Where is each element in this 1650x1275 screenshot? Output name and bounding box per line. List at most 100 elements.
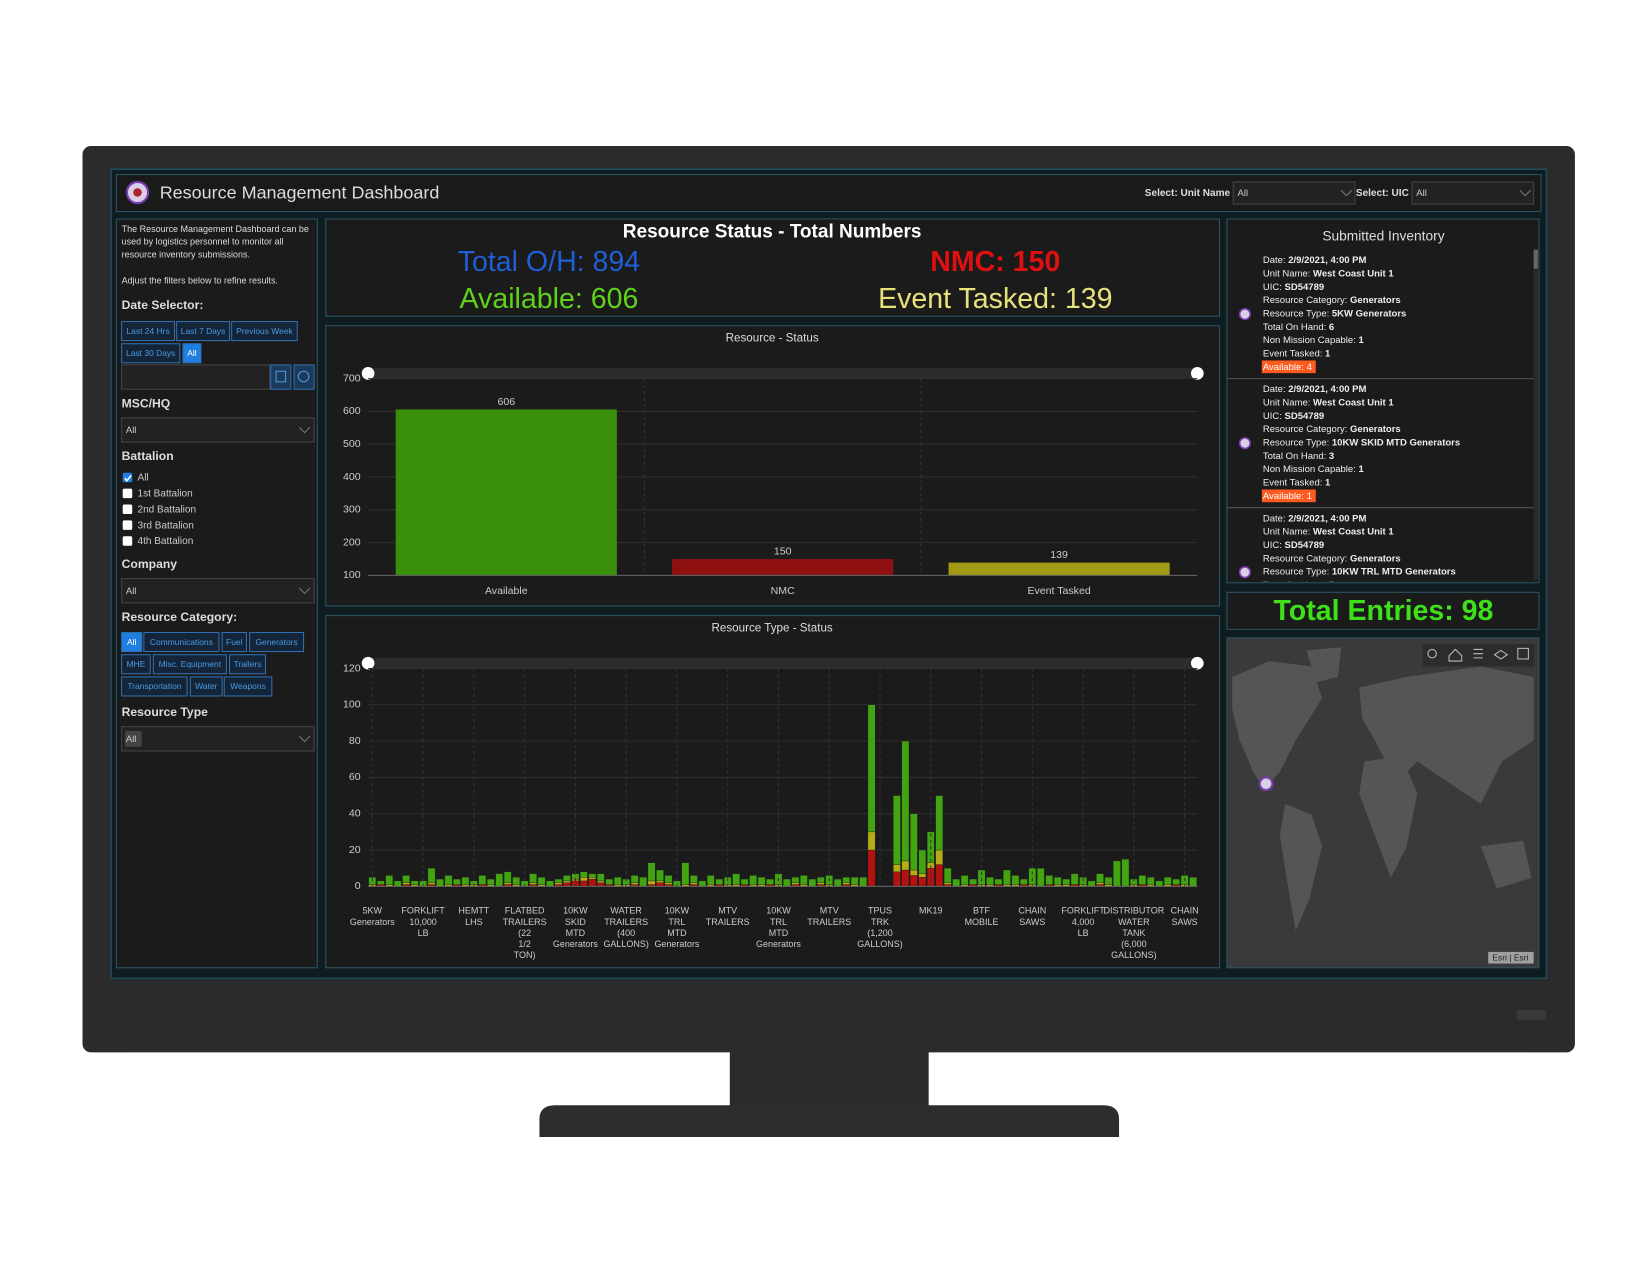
range-slider-track (368, 368, 1198, 379)
bar-segment (791, 882, 800, 885)
field-label: Total On Hand: (1263, 579, 1329, 590)
bar-segment (563, 875, 571, 882)
filter-button[interactable] (121, 321, 176, 342)
bar-segment (588, 877, 597, 880)
section-heading: Battalion (122, 449, 174, 463)
bar-segment (952, 878, 960, 887)
range-slider-handle[interactable] (1190, 656, 1204, 670)
field-label: Resource Category: (1263, 424, 1350, 435)
field-label: Resource Type: (1263, 308, 1332, 319)
summary-title: Resource Status - Total Numbers (623, 222, 922, 243)
dropdown-arrow (1340, 190, 1353, 197)
dropdown[interactable] (121, 578, 315, 604)
filter-button-label: Last 7 Days (181, 326, 226, 336)
filter-button[interactable] (121, 343, 181, 364)
field-label: Resource Category: (1263, 295, 1350, 306)
checkbox[interactable] (122, 520, 133, 530)
y-tick-label: 500 (343, 438, 361, 450)
bar-segment (630, 875, 639, 883)
field-value: 2/9/2021, 4:00 PM (1288, 255, 1366, 266)
bar-segment (554, 878, 563, 883)
filter-button-label: Water (195, 681, 217, 691)
checkbox[interactable] (122, 504, 133, 515)
map[interactable]: Esri | Esri (1226, 637, 1540, 969)
bar-segment (901, 860, 910, 871)
bar-segment (842, 877, 850, 883)
x-tick-label: MTV TRAILERS (706, 906, 750, 927)
dropdown[interactable] (121, 417, 315, 443)
bar-segment (1062, 878, 1070, 885)
field-label: Unit Name: (1263, 526, 1313, 537)
bar-segment (664, 882, 673, 885)
filter-button[interactable] (228, 654, 267, 675)
checkbox[interactable] (122, 472, 133, 483)
field-label: UIC: (1263, 539, 1285, 550)
filter-button[interactable] (121, 631, 143, 653)
bar-segment (893, 795, 901, 865)
filter-button-label: Communications (150, 637, 213, 647)
bar-segment (470, 880, 478, 885)
list-icon[interactable] (1473, 648, 1483, 659)
filter-button[interactable] (176, 321, 231, 342)
field-value: SD54789 (1285, 539, 1325, 550)
search-icon[interactable] (1427, 648, 1437, 659)
filter-button[interactable] (221, 631, 247, 653)
field-label: Available: (1263, 361, 1307, 372)
bar-segment (1087, 880, 1096, 887)
y-tick-label: 400 (343, 471, 361, 483)
calendar-button[interactable] (270, 364, 292, 390)
unit-select[interactable] (1232, 181, 1356, 205)
filter-button[interactable] (143, 631, 220, 653)
bar-segment (580, 877, 588, 882)
bar-segment (563, 882, 571, 887)
uic-select[interactable] (1411, 181, 1535, 205)
power-button[interactable] (1516, 1010, 1547, 1020)
bar-segment (927, 868, 935, 887)
range-slider-handle[interactable] (361, 656, 375, 670)
checkbox[interactable] (122, 488, 133, 499)
field-label: Date: (1263, 384, 1288, 395)
bar-segment (740, 878, 749, 885)
bar-segment (656, 880, 664, 883)
filter-button[interactable] (121, 676, 188, 697)
x-tick-label: Event Tasked (1027, 585, 1090, 597)
bar-segment (639, 877, 647, 887)
x-tick-label: 10KW TRL MTD Generators (654, 906, 699, 949)
x-tick-label: NMC (771, 585, 795, 597)
bar-segment (969, 878, 977, 885)
range-slider-handle[interactable] (1190, 367, 1204, 380)
bar-segment (817, 877, 825, 883)
dropdown[interactable] (121, 726, 315, 752)
field-value: 2/9/2021, 4:00 PM (1288, 384, 1366, 395)
checkmark (124, 474, 132, 482)
summary-tasked: Event Tasked: 139 (878, 283, 1112, 315)
range-slider-handle[interactable] (361, 367, 375, 380)
layers-icon[interactable] (1493, 649, 1509, 660)
filter-button[interactable] (152, 654, 227, 675)
date-input[interactable] (121, 364, 271, 390)
filter-button[interactable] (231, 321, 298, 342)
x-tick-label: FLATBED TRAILERS (22 1/2 TON) (503, 906, 547, 960)
attribution-bg (1488, 951, 1534, 964)
checkbox[interactable] (122, 536, 133, 546)
filter-button[interactable] (121, 654, 151, 675)
x-tick-label: MK19 (919, 906, 942, 916)
filter-button-label: Trailers (234, 659, 262, 669)
scrollbar-thumb[interactable] (1533, 249, 1538, 269)
bar-segment (436, 878, 444, 887)
filter-button[interactable] (189, 676, 223, 697)
field-label: UIC: (1263, 410, 1285, 421)
field-value: Generators (1350, 424, 1401, 435)
filter-button[interactable] (223, 676, 273, 697)
available-highlight (1261, 489, 1316, 503)
summary-panel (325, 218, 1221, 317)
bar-segment (766, 878, 774, 885)
map-marker[interactable] (1258, 776, 1274, 792)
bar-segment (664, 875, 673, 883)
home-icon[interactable] (1448, 648, 1463, 662)
filter-button[interactable] (249, 631, 305, 653)
basemap-icon[interactable] (1517, 647, 1529, 660)
bar-segment (1096, 882, 1104, 885)
filter-button[interactable] (182, 343, 202, 364)
clock-button[interactable] (293, 364, 315, 390)
